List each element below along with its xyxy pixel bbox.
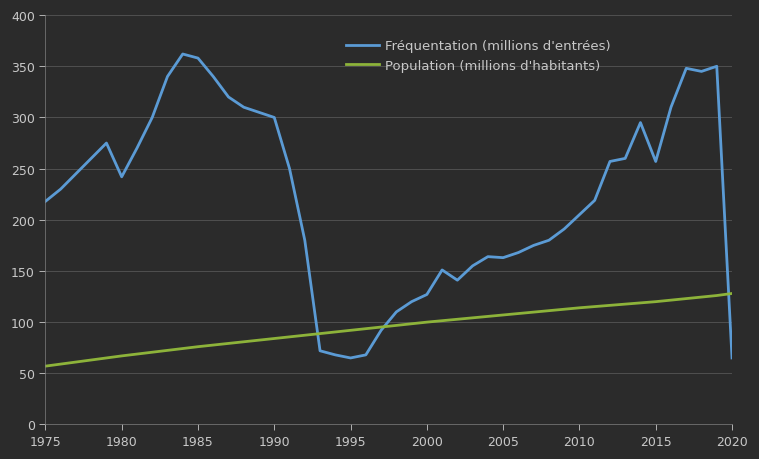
Population (millions d'habitants) bbox=[712, 293, 721, 299]
Fréquentation (millions d'entrées) bbox=[666, 105, 676, 111]
Fréquentation (millions d'entrées) bbox=[727, 355, 736, 361]
Fréquentation (millions d'entrées) bbox=[407, 299, 416, 305]
Fréquentation (millions d'entrées) bbox=[194, 56, 203, 62]
Fréquentation (millions d'entrées) bbox=[41, 199, 50, 205]
Fréquentation (millions d'entrées) bbox=[575, 213, 584, 218]
Population (millions d'habitants) bbox=[727, 291, 736, 297]
Fréquentation (millions d'entrées) bbox=[117, 175, 126, 180]
Fréquentation (millions d'entrées) bbox=[331, 353, 340, 358]
Fréquentation (millions d'entrées) bbox=[651, 159, 660, 165]
Fréquentation (millions d'entrées) bbox=[163, 75, 172, 80]
Fréquentation (millions d'entrées) bbox=[682, 67, 691, 72]
Fréquentation (millions d'entrées) bbox=[285, 167, 294, 172]
Fréquentation (millions d'entrées) bbox=[636, 121, 645, 126]
Fréquentation (millions d'entrées) bbox=[102, 141, 111, 146]
Legend: Fréquentation (millions d'entrées), Population (millions d'habitants): Fréquentation (millions d'entrées), Popu… bbox=[340, 35, 616, 78]
Fréquentation (millions d'entrées) bbox=[316, 348, 325, 354]
Fréquentation (millions d'entrées) bbox=[361, 353, 370, 358]
Line: Fréquentation (millions d'entrées): Fréquentation (millions d'entrées) bbox=[46, 55, 732, 358]
Fréquentation (millions d'entrées) bbox=[697, 69, 706, 75]
Population (millions d'habitants) bbox=[346, 328, 355, 333]
Population (millions d'habitants) bbox=[117, 353, 126, 359]
Fréquentation (millions d'entrées) bbox=[529, 243, 538, 249]
Line: Population (millions d'habitants): Population (millions d'habitants) bbox=[46, 294, 732, 366]
Fréquentation (millions d'entrées) bbox=[376, 328, 386, 333]
Population (millions d'habitants) bbox=[651, 299, 660, 305]
Fréquentation (millions d'entrées) bbox=[178, 52, 187, 58]
Fréquentation (millions d'entrées) bbox=[422, 292, 431, 297]
Fréquentation (millions d'entrées) bbox=[224, 95, 233, 101]
Population (millions d'habitants) bbox=[41, 364, 50, 369]
Fréquentation (millions d'entrées) bbox=[559, 227, 568, 232]
Fréquentation (millions d'entrées) bbox=[56, 187, 65, 192]
Fréquentation (millions d'entrées) bbox=[621, 156, 630, 162]
Fréquentation (millions d'entrées) bbox=[132, 146, 141, 151]
Population (millions d'habitants) bbox=[422, 319, 431, 325]
Fréquentation (millions d'entrées) bbox=[269, 116, 279, 121]
Fréquentation (millions d'entrées) bbox=[209, 75, 218, 80]
Fréquentation (millions d'entrées) bbox=[301, 238, 310, 243]
Fréquentation (millions d'entrées) bbox=[346, 355, 355, 361]
Fréquentation (millions d'entrées) bbox=[392, 309, 401, 315]
Fréquentation (millions d'entrées) bbox=[437, 268, 446, 273]
Population (millions d'habitants) bbox=[194, 344, 203, 350]
Fréquentation (millions d'entrées) bbox=[239, 105, 248, 111]
Fréquentation (millions d'entrées) bbox=[468, 263, 477, 269]
Fréquentation (millions d'entrées) bbox=[483, 254, 493, 260]
Fréquentation (millions d'entrées) bbox=[606, 159, 615, 165]
Fréquentation (millions d'entrées) bbox=[87, 156, 96, 162]
Fréquentation (millions d'entrées) bbox=[712, 64, 721, 70]
Fréquentation (millions d'entrées) bbox=[71, 172, 80, 177]
Population (millions d'habitants) bbox=[269, 336, 279, 341]
Fréquentation (millions d'entrées) bbox=[514, 250, 523, 256]
Population (millions d'habitants) bbox=[575, 305, 584, 311]
Fréquentation (millions d'entrées) bbox=[254, 110, 263, 116]
Fréquentation (millions d'entrées) bbox=[453, 278, 462, 283]
Fréquentation (millions d'entrées) bbox=[591, 198, 600, 204]
Population (millions d'habitants) bbox=[499, 313, 508, 318]
Fréquentation (millions d'entrées) bbox=[148, 116, 157, 121]
Fréquentation (millions d'entrées) bbox=[544, 238, 553, 243]
Fréquentation (millions d'entrées) bbox=[499, 255, 508, 261]
